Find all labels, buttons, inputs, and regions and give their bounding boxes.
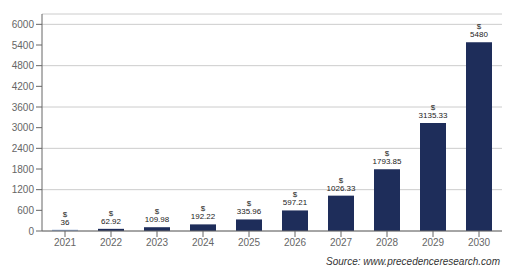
svg-text:5400: 5400 <box>12 40 35 51</box>
svg-text:4800: 4800 <box>12 60 35 71</box>
svg-text:$192.22: $192.22 <box>191 204 216 221</box>
svg-text:2029: 2029 <box>422 237 445 248</box>
svg-text:2022: 2022 <box>100 237 123 248</box>
svg-text:2025: 2025 <box>238 237 261 248</box>
svg-text:1200: 1200 <box>12 184 35 195</box>
svg-text:$1793.85: $1793.85 <box>373 149 402 166</box>
svg-text:2026: 2026 <box>284 237 307 248</box>
svg-text:3600: 3600 <box>12 102 35 113</box>
svg-text:0: 0 <box>28 226 34 237</box>
svg-text:6000: 6000 <box>12 19 35 30</box>
svg-text:$62.92: $62.92 <box>101 209 122 226</box>
svg-text:600: 600 <box>17 205 34 216</box>
svg-text:1800: 1800 <box>12 164 35 175</box>
svg-text:$3135.33: $3135.33 <box>419 103 448 120</box>
svg-text:4200: 4200 <box>12 81 35 92</box>
html-text:Source: www.precedenceresearch: Source: www.precedenceresearch.com <box>326 256 500 267</box>
svg-text:2400: 2400 <box>12 143 35 154</box>
svg-text:$1026.33: $1026.33 <box>327 176 356 193</box>
svg-text:3000: 3000 <box>12 122 35 133</box>
svg-text:$109.98: $109.98 <box>145 207 170 224</box>
svg-text:$5480: $5480 <box>470 22 488 39</box>
svg-text:2023: 2023 <box>146 237 169 248</box>
svg-text:2027: 2027 <box>330 237 353 248</box>
svg-text:2021: 2021 <box>54 237 77 248</box>
svg-text:$597.21: $597.21 <box>283 190 308 207</box>
svg-text:$36: $36 <box>61 210 70 227</box>
svg-text:$335.96: $335.96 <box>237 199 262 216</box>
svg-text:2030: 2030 <box>468 237 491 248</box>
svg-text:2028: 2028 <box>376 237 399 248</box>
svg-text:2024: 2024 <box>192 237 215 248</box>
